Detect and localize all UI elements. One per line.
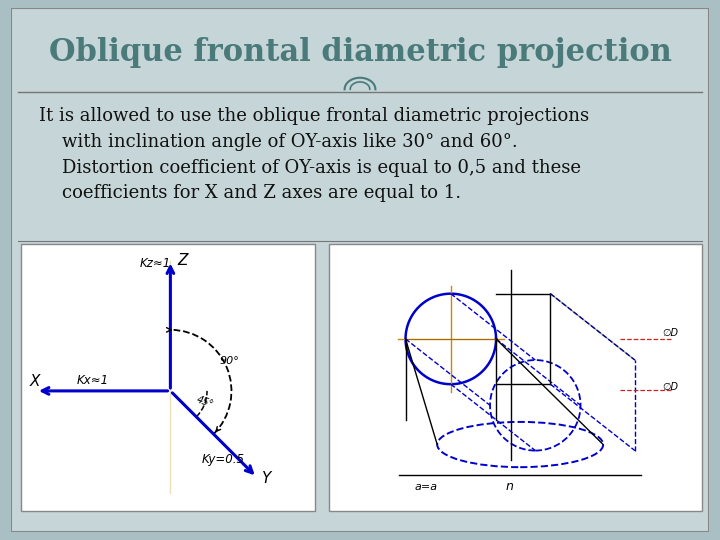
Text: n: n [505, 480, 513, 493]
Text: X: X [30, 374, 40, 389]
Text: ∅D: ∅D [662, 328, 678, 338]
Text: ∅D: ∅D [662, 382, 678, 392]
Text: Z: Z [178, 253, 188, 268]
Text: It is allowed to use the oblique frontal diametric projections
    with inclinat: It is allowed to use the oblique frontal… [39, 107, 589, 202]
Text: Ky=0.5: Ky=0.5 [202, 453, 245, 466]
Text: 90°: 90° [219, 356, 239, 367]
FancyBboxPatch shape [22, 244, 315, 511]
Text: 45°: 45° [196, 395, 215, 410]
Text: Kz≈1: Kz≈1 [140, 256, 171, 269]
FancyBboxPatch shape [11, 8, 709, 532]
Text: a=a: a=a [415, 482, 438, 492]
Text: Kx≈1: Kx≈1 [77, 374, 109, 387]
Text: Oblique frontal diametric projection: Oblique frontal diametric projection [48, 37, 672, 68]
Text: Y: Y [261, 471, 270, 487]
FancyBboxPatch shape [328, 244, 702, 511]
